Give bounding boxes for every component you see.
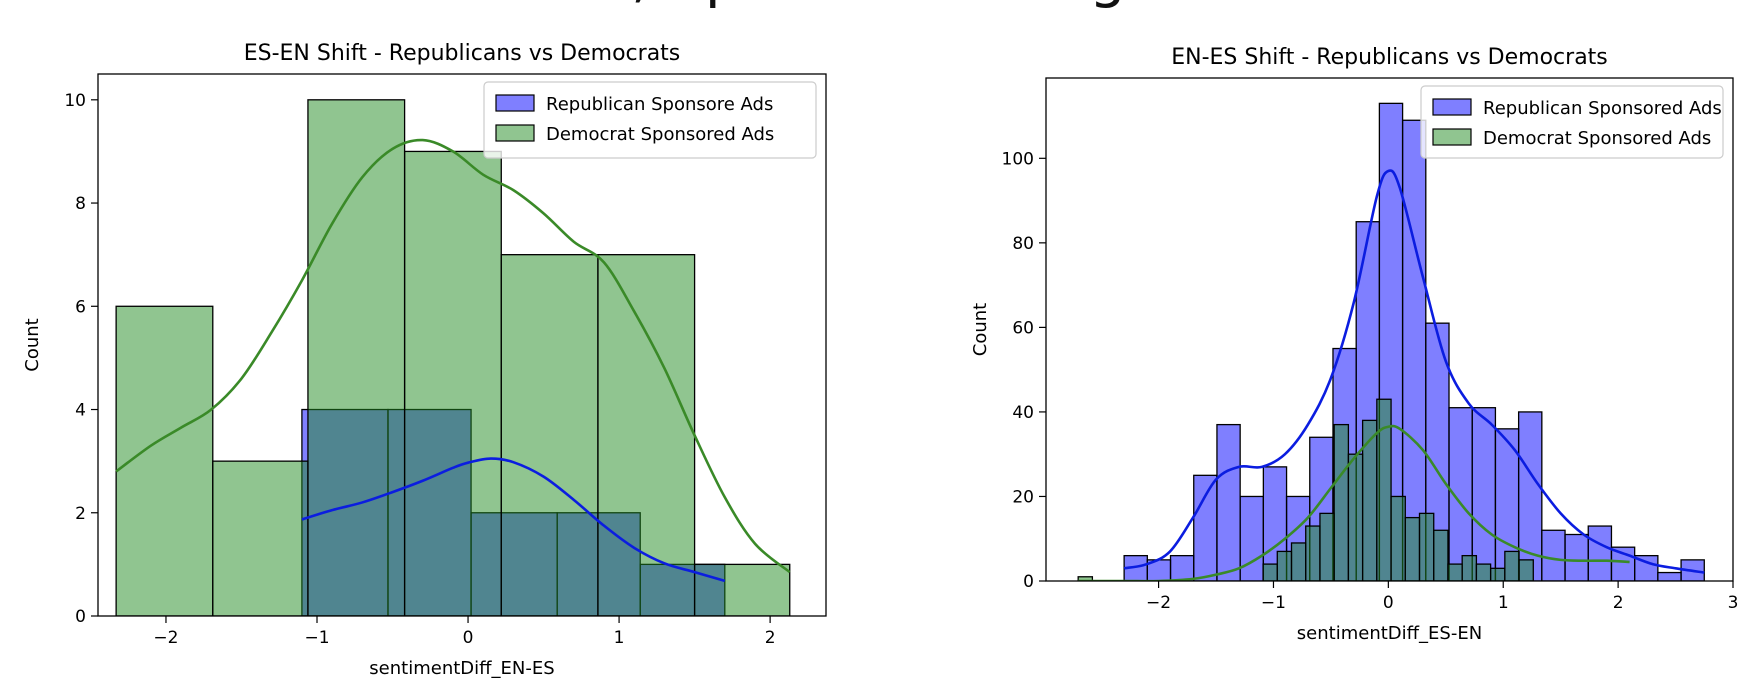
x-axis-label: sentimentDiff_EN-ES — [369, 658, 554, 679]
x-axis-label: sentimentDiff_ES-EN — [1297, 623, 1482, 644]
x-tick-label: −1 — [304, 628, 329, 648]
chart-left: −2 −1 0 1 2 0 2 4 6 8 10 sentimentDiff_EN-ES Count ES… — [22, 41, 827, 679]
bar-democrat-19 — [1347, 453, 1364, 581]
bar-republican-22 — [1634, 554, 1659, 581]
bar-republican-12 — [1401, 119, 1427, 581]
y-tick-label: 8 — [75, 194, 86, 214]
bar-democrat-23 — [1404, 516, 1421, 581]
bar-democrat-26 — [1447, 563, 1463, 581]
bars-group — [115, 99, 791, 616]
y-tick-label: 0 — [75, 607, 86, 627]
axes-frame — [97, 73, 827, 617]
y-tick-label: 2 — [75, 504, 86, 524]
bar-republican-18 — [1541, 529, 1566, 581]
legend-label-republican: Republican Sponsore Ads — [546, 94, 773, 115]
bar-democrat-6 — [693, 563, 791, 616]
y-tick-label: 0 — [1023, 572, 1034, 592]
x-tick-label: 0 — [463, 628, 474, 648]
bar-republican-5 — [1239, 495, 1265, 581]
y-tick-label: 60 — [1012, 318, 1034, 338]
bar-democrat-1 — [212, 460, 309, 616]
bar-republican-23 — [1657, 571, 1682, 581]
bar-democrat-0 — [1077, 576, 1094, 581]
x-tick-label: 1 — [1498, 593, 1509, 613]
banner-title: n, Sponsor and Age — [0, 0, 1756, 10]
chart-title: ES-EN Shift - Republicans vs Democrats — [244, 41, 681, 66]
legend-label-democrat: Democrat Sponsored Ads — [546, 124, 774, 145]
bar-democrat-29 — [1489, 567, 1506, 581]
bar-democrat-27 — [1461, 554, 1478, 581]
y-tick-label: 20 — [1012, 487, 1034, 507]
legend-swatch-republican — [1432, 98, 1472, 116]
bar-democrat-15 — [1290, 542, 1307, 581]
x-tick-label: 2 — [1613, 593, 1624, 613]
x-tick-label: 0 — [1383, 593, 1394, 613]
legend-box — [483, 81, 817, 159]
x-tick-label: 2 — [765, 628, 776, 648]
kde-line-democrat — [1078, 424, 1630, 581]
bar-democrat-31 — [1518, 559, 1534, 581]
bar-democrat-17 — [1319, 512, 1335, 581]
y-axis-label: Count — [970, 303, 991, 356]
bar-democrat-2 — [307, 99, 406, 616]
y-tick-label: 6 — [75, 297, 86, 317]
bar-republican-4 — [1216, 423, 1241, 581]
axes-frame — [1045, 77, 1734, 582]
legend-swatch-democrat — [1432, 128, 1472, 146]
bar-democrat-30 — [1504, 550, 1520, 581]
bar-democrat-5 — [597, 254, 696, 616]
y-tick-label: 100 — [1002, 149, 1034, 169]
x-tick-label: 1 — [614, 628, 625, 648]
kde-line-republican — [301, 457, 726, 583]
bar-democrat-0 — [115, 305, 214, 616]
bars-group — [1077, 102, 1705, 581]
bar-democrat-18 — [1333, 423, 1350, 581]
bar-democrat-25 — [1433, 529, 1449, 581]
bar-democrat-3 — [403, 150, 502, 616]
bar-democrat-13 — [1262, 563, 1278, 581]
bar-democrat-24 — [1418, 512, 1435, 581]
bar-republican-19 — [1564, 533, 1589, 581]
bar-democrat-28 — [1475, 563, 1492, 581]
y-tick-label: 80 — [1012, 234, 1034, 254]
bar-republican-2 — [1169, 554, 1195, 581]
legend-label-republican: Republican Sponsored Ads — [1483, 98, 1722, 119]
bar-democrat-16 — [1305, 525, 1321, 581]
bar-democrat-4 — [500, 254, 599, 616]
y-tick-label: 40 — [1012, 403, 1034, 423]
y-axis-label: Count — [22, 318, 43, 371]
bar-republican-3 — [1193, 474, 1218, 581]
bar-democrat-22 — [1390, 495, 1406, 581]
y-tick-label: 10 — [64, 91, 86, 111]
y-tick-label: 4 — [75, 401, 86, 421]
x-tick-label: 3 — [1728, 593, 1739, 613]
legend-label-democrat: Democrat Sponsored Ads — [1483, 128, 1711, 149]
kde-line-republican — [1123, 169, 1705, 574]
legend-swatch-republican — [495, 94, 535, 112]
bar-republican-20 — [1587, 525, 1613, 581]
bar-republican-17 — [1517, 411, 1543, 581]
bar-democrat-14 — [1276, 550, 1293, 581]
kde-line-democrat — [115, 138, 791, 574]
chart-right: −2 −1 0 1 2 3 0 20 40 60 80 100 sentimentDiff_ES-EN C… — [970, 45, 1738, 644]
chart-title: EN-ES Shift - Republicans vs Democrats — [1171, 45, 1608, 70]
legend-swatch-democrat — [495, 124, 535, 142]
x-tick-label: −2 — [1146, 593, 1171, 613]
x-tick-label: −2 — [153, 628, 178, 648]
x-tick-label: −1 — [1261, 593, 1286, 613]
legend-box — [1420, 85, 1724, 159]
